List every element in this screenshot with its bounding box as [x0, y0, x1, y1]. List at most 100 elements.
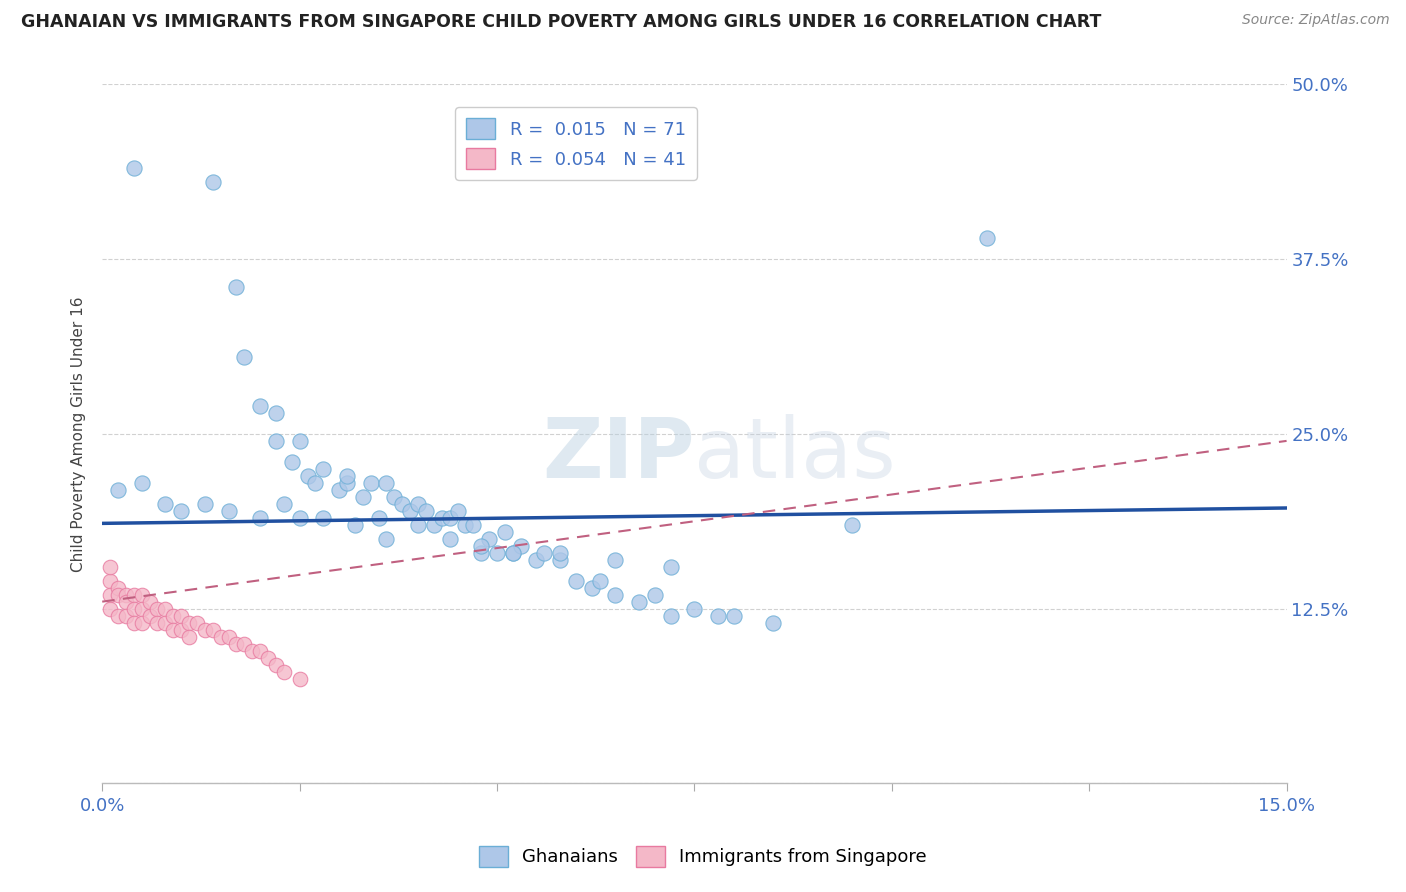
Point	[131, 615, 153, 630]
Point	[155, 615, 177, 630]
Point	[201, 623, 224, 637]
Point	[98, 588, 121, 602]
Point	[463, 517, 485, 532]
Point	[233, 350, 256, 364]
Point	[131, 588, 153, 602]
Point	[588, 574, 610, 588]
Point	[131, 601, 153, 615]
Point	[502, 546, 524, 560]
Point	[478, 532, 501, 546]
Point	[177, 630, 200, 644]
Point	[399, 504, 422, 518]
Point	[264, 434, 287, 448]
Point	[644, 588, 666, 602]
Point	[162, 623, 184, 637]
Point	[415, 504, 437, 518]
Point	[131, 475, 153, 490]
Text: GHANAIAN VS IMMIGRANTS FROM SINGAPORE CHILD POVERTY AMONG GIRLS UNDER 16 CORRELA: GHANAIAN VS IMMIGRANTS FROM SINGAPORE CH…	[21, 13, 1101, 31]
Point	[122, 601, 145, 615]
Point	[249, 643, 271, 657]
Point	[209, 630, 232, 644]
Point	[336, 468, 359, 483]
Point	[352, 490, 374, 504]
Point	[548, 552, 571, 566]
Point	[249, 399, 271, 413]
Point	[470, 539, 492, 553]
Point	[375, 475, 398, 490]
Y-axis label: Child Poverty Among Girls Under 16: Child Poverty Among Girls Under 16	[72, 296, 86, 572]
Point	[976, 231, 998, 245]
Point	[328, 483, 350, 497]
Point	[170, 623, 193, 637]
Point	[115, 608, 138, 623]
Point	[502, 546, 524, 560]
Point	[343, 517, 366, 532]
Point	[264, 657, 287, 672]
Point	[446, 504, 468, 518]
Point	[98, 601, 121, 615]
Point	[122, 615, 145, 630]
Point	[225, 637, 247, 651]
Point	[312, 462, 335, 476]
Point	[107, 483, 129, 497]
Point	[122, 588, 145, 602]
Point	[406, 517, 429, 532]
Point	[439, 532, 461, 546]
Point	[605, 588, 627, 602]
Point	[115, 594, 138, 608]
Point	[723, 608, 745, 623]
Point	[533, 546, 555, 560]
Point	[249, 510, 271, 524]
Point	[360, 475, 382, 490]
Point	[423, 517, 446, 532]
Point	[509, 539, 531, 553]
Point	[177, 615, 200, 630]
Legend: Ghanaians, Immigrants from Singapore: Ghanaians, Immigrants from Singapore	[471, 838, 935, 874]
Point	[170, 504, 193, 518]
Point	[107, 581, 129, 595]
Point	[605, 552, 627, 566]
Point	[485, 546, 508, 560]
Point	[391, 497, 413, 511]
Point	[470, 546, 492, 560]
Point	[707, 608, 730, 623]
Point	[494, 524, 516, 539]
Point	[304, 475, 326, 490]
Point	[115, 588, 138, 602]
Point	[201, 175, 224, 189]
Point	[565, 574, 588, 588]
Point	[336, 475, 359, 490]
Point	[146, 615, 169, 630]
Point	[288, 510, 311, 524]
Legend: R =  0.015   N = 71, R =  0.054   N = 41: R = 0.015 N = 71, R = 0.054 N = 41	[456, 107, 696, 180]
Point	[273, 497, 295, 511]
Point	[367, 510, 389, 524]
Point	[548, 546, 571, 560]
Point	[439, 510, 461, 524]
Point	[122, 161, 145, 176]
Point	[312, 510, 335, 524]
Point	[107, 608, 129, 623]
Point	[186, 615, 208, 630]
Point	[659, 608, 682, 623]
Point	[659, 559, 682, 574]
Point	[683, 601, 706, 615]
Point	[382, 490, 405, 504]
Point	[240, 643, 263, 657]
Point	[233, 637, 256, 651]
Point	[98, 574, 121, 588]
Point	[155, 601, 177, 615]
Text: ZIP: ZIP	[541, 415, 695, 495]
Point	[218, 630, 240, 644]
Point	[107, 588, 129, 602]
Point	[581, 581, 603, 595]
Point	[288, 672, 311, 686]
Text: Source: ZipAtlas.com: Source: ZipAtlas.com	[1241, 13, 1389, 28]
Point	[526, 552, 548, 566]
Point	[841, 517, 863, 532]
Point	[762, 615, 785, 630]
Point	[194, 623, 217, 637]
Point	[138, 594, 160, 608]
Point	[155, 497, 177, 511]
Point	[194, 497, 217, 511]
